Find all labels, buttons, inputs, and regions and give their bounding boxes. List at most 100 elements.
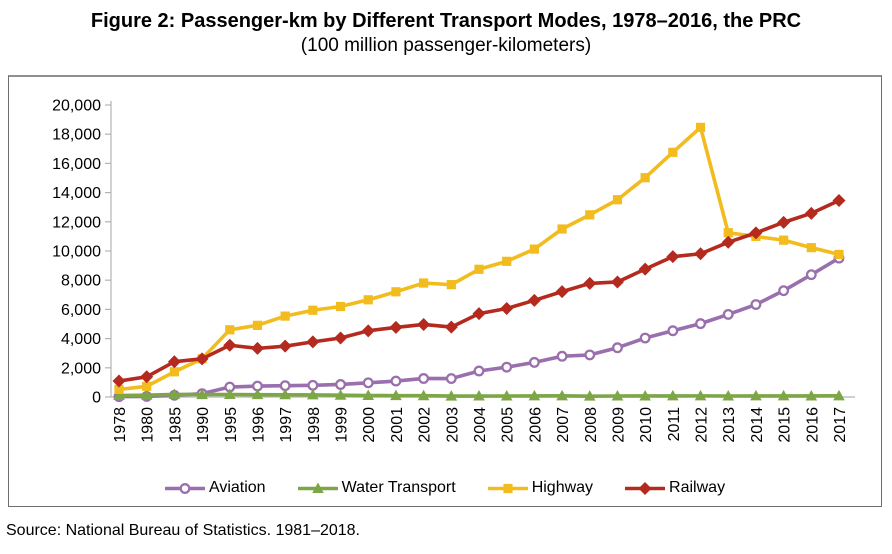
x-tick-label: 2002 (417, 407, 434, 443)
x-tick-label: 1985 (167, 407, 184, 443)
marker-railway (832, 194, 846, 208)
legend-swatch-aviation-icon (164, 482, 205, 494)
marker-water-transport (722, 390, 735, 401)
x-tick-label: 2011 (666, 407, 683, 442)
marker-railway (610, 275, 624, 289)
marker-aviation (805, 269, 817, 281)
y-tick-label: 8,000 (61, 273, 101, 290)
marker-railway (167, 355, 181, 369)
marker-water-transport (307, 388, 319, 400)
marker-highway (308, 305, 318, 315)
marker-highway (806, 243, 816, 253)
marker-highway (474, 264, 484, 274)
x-tick-label: 2001 (389, 407, 406, 443)
marker-aviation (584, 349, 596, 361)
marker-aviation (695, 318, 706, 330)
chart-frame: 0 2,000 4,000 6,000 8,000 10,000 12,000 14,000 1… (8, 75, 882, 507)
marker-water-transport (113, 389, 125, 401)
y-tick-label: 4,000 (61, 331, 101, 348)
marker-water-transport (833, 389, 845, 401)
series-water-transport (113, 388, 845, 401)
x-tick-label: 1978 (112, 407, 129, 443)
marker-highway (557, 224, 567, 234)
x-tick-label: 2003 (444, 407, 461, 443)
marker-highway (335, 301, 346, 312)
marker-aviation (445, 373, 457, 385)
marker-railway (195, 352, 209, 366)
marker-highway (723, 228, 733, 238)
y-tick-label: 18,000 (52, 127, 101, 144)
marker-aviation (335, 379, 346, 390)
x-tick-label: 2009 (610, 407, 627, 443)
x-tick-label: 2007 (555, 407, 572, 443)
marker-highway (446, 280, 456, 290)
legend-item-highway: Highway (487, 479, 594, 497)
y-tick-label: 6,000 (61, 302, 101, 319)
legend-item-railway: Railway (625, 479, 725, 497)
marker-aviation (667, 325, 679, 337)
figure-title: Figure 2: Passenger-km by Different Tran… (90, 10, 802, 32)
marker-highway (114, 384, 124, 394)
marker-railway (278, 339, 292, 353)
marker-railway (306, 335, 320, 349)
marker-railway (749, 226, 763, 240)
marker-water-transport (500, 390, 513, 401)
legend-label-highway: Highway (531, 479, 594, 496)
marker-railway (472, 307, 486, 321)
marker-railway (444, 320, 458, 334)
marker-railway (527, 293, 541, 307)
marker-railway (721, 235, 735, 249)
series-line-railway (117, 198, 841, 383)
x-tick-label: 2015 (777, 407, 794, 443)
figure-subtitle: (100 million passenger-kilometers) (300, 35, 592, 56)
source-note: Source: National Bureau of Statistics. 1… (6, 522, 360, 539)
legend-swatch-railway-icon (625, 481, 666, 495)
y-tick-label: 12,000 (52, 214, 101, 231)
marker-railway (555, 285, 569, 299)
line-chart: 0 2,000 4,000 6,000 8,000 10,000 12,000 14,000 1… (52, 98, 855, 443)
marker-water-transport (694, 389, 707, 401)
series-aviation (113, 252, 845, 403)
series-line-highway (117, 125, 841, 392)
x-tick-label: 2005 (500, 407, 517, 443)
marker-highway (640, 173, 650, 183)
legend-marker-railway (638, 481, 652, 495)
x-tick-label: 1999 (334, 407, 351, 443)
marker-highway (668, 147, 678, 157)
series-railway (112, 194, 846, 388)
x-tick-label: 2016 (804, 407, 821, 443)
marker-water-transport (196, 388, 208, 400)
marker-highway (391, 287, 401, 297)
marker-water-transport (140, 389, 153, 400)
marker-water-transport (750, 389, 762, 401)
chart-legend: Aviation Water Transport Highway Railway (9, 479, 881, 497)
marker-highway (280, 311, 290, 321)
marker-railway (583, 276, 597, 290)
marker-water-transport (417, 389, 430, 401)
x-tick-label: 1998 (306, 407, 323, 443)
marker-highway (585, 210, 595, 220)
marker-highway (225, 325, 235, 335)
marker-water-transport (390, 389, 402, 401)
y-tick-label: 20,000 (52, 98, 101, 115)
marker-railway (334, 331, 348, 345)
marker-railway (638, 262, 652, 276)
x-tick-label: 2006 (527, 407, 544, 443)
marker-water-transport (528, 389, 541, 401)
marker-aviation (528, 356, 540, 368)
marker-water-transport (362, 389, 375, 401)
legend-swatch-highway-icon (487, 483, 528, 493)
marker-aviation (778, 285, 790, 297)
marker-highway (695, 122, 706, 132)
legend-swatch-water-transport-icon (297, 482, 338, 493)
legend-marker-aviation (179, 482, 191, 494)
marker-railway (223, 338, 237, 352)
marker-water-transport (667, 389, 679, 401)
marker-water-transport (279, 388, 291, 400)
x-tick-label: 2012 (694, 407, 711, 443)
series-highway (114, 122, 844, 394)
marker-water-transport (611, 389, 624, 401)
marker-water-transport (168, 388, 181, 399)
marker-railway (112, 374, 126, 388)
legend-marker-highway (503, 483, 513, 493)
